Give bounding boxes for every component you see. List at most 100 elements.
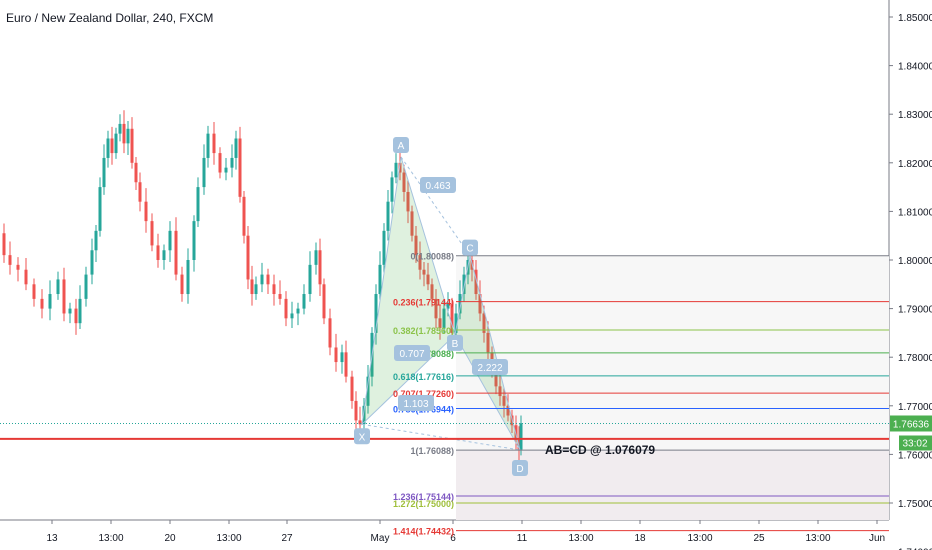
x-tick-label: 25 (753, 533, 765, 544)
candle-body (57, 279, 60, 294)
candle-body (157, 245, 160, 260)
candle-body (309, 265, 312, 294)
candle-body (163, 250, 166, 260)
candle-body (219, 153, 222, 172)
y-tick-label: 1.83000 (898, 110, 932, 121)
candle-body (329, 318, 332, 347)
candle-body (387, 202, 390, 231)
candle-body (17, 265, 20, 270)
y-tick-label: 1.76000 (898, 450, 932, 461)
candle-body (383, 231, 386, 265)
pattern-point-label: A (398, 141, 405, 152)
candle-body (95, 231, 98, 250)
candle-body (135, 163, 138, 182)
candle-body (213, 134, 216, 153)
candle-body (319, 250, 322, 284)
fib-level-label: 0(1.80088) (410, 252, 454, 262)
y-tick-label: 1.77000 (898, 402, 932, 413)
current-price-label: 1.76636 (893, 419, 930, 430)
candle-body (123, 124, 126, 143)
candle-body (297, 309, 300, 314)
x-tick-label: 13:00 (216, 533, 241, 544)
x-tick-label: 20 (164, 533, 176, 544)
candle-body (335, 347, 338, 362)
fib-level-label: 0.618(1.77616) (393, 372, 454, 382)
candle-body (187, 260, 190, 294)
candle-body (107, 139, 110, 158)
candle-body (111, 139, 114, 154)
candle-body (139, 182, 142, 201)
candle-body (9, 255, 12, 265)
pattern-point-label: D (516, 464, 523, 475)
candle-body (85, 275, 88, 299)
candle-body (115, 134, 118, 153)
candle-body (33, 284, 36, 299)
candle-body (243, 197, 246, 236)
candle-body (247, 236, 250, 280)
candle-body (395, 163, 398, 178)
candle-body (315, 250, 318, 265)
candle-body (255, 284, 258, 294)
candle-body (69, 309, 72, 314)
candle-body (175, 231, 178, 275)
candle-body (231, 158, 234, 168)
y-tick-label: 1.82000 (898, 159, 932, 170)
fib-level-label: 0.236(1.79144) (393, 298, 454, 308)
candle-body (207, 134, 210, 158)
candle-body (379, 265, 382, 294)
candle-body (75, 309, 78, 324)
candle-body (351, 377, 354, 401)
candle-body (203, 158, 206, 187)
candle-body (225, 168, 228, 173)
candle-body (151, 221, 154, 245)
x-tick-label: Jun (869, 533, 885, 544)
candle-body (279, 294, 282, 299)
candle-body (273, 284, 276, 294)
x-tick-label: May (371, 533, 390, 544)
x-tick-label: 13:00 (98, 533, 123, 544)
y-tick-label: 1.84000 (898, 62, 932, 73)
pattern-ratio-label: 1.103 (403, 399, 428, 410)
candle-body (520, 423, 523, 449)
candle-body (49, 294, 52, 309)
candle-body (355, 401, 358, 420)
candle-body (193, 221, 196, 260)
candle-body (239, 139, 242, 197)
candle-body (251, 279, 254, 294)
candle-body (131, 129, 134, 163)
y-tick-label: 1.81000 (898, 207, 932, 218)
candle-body (391, 177, 394, 201)
fib-level-label: 1(1.76088) (410, 446, 454, 456)
candle-body (3, 233, 6, 255)
y-tick-label: 1.80000 (898, 256, 932, 267)
candle-body (303, 294, 306, 309)
fib-level-label: 1.414(1.74432) (393, 527, 454, 537)
candle-body (181, 275, 184, 294)
candle-body (119, 124, 122, 134)
candle-body (291, 313, 294, 318)
candle-body (91, 250, 94, 274)
countdown-label: 33:02 (902, 438, 927, 449)
x-tick-label: 27 (281, 533, 293, 544)
y-tick-label: 1.85000 (898, 13, 932, 24)
candle-body (145, 202, 148, 221)
pattern-point-label: B (452, 339, 459, 350)
fib-level-label: 0.382(1.78560) (393, 326, 454, 336)
candle-body (235, 139, 238, 158)
pattern-point-label: C (466, 244, 473, 255)
y-tick-label: 1.78000 (898, 353, 932, 364)
pattern-point-label: X (359, 432, 366, 443)
candle-body (197, 187, 200, 221)
x-tick-label: 13:00 (568, 533, 593, 544)
pattern-projection-label: AB=CD @ 1.076079 (545, 443, 655, 457)
candle-body (79, 299, 82, 323)
candle-body (267, 275, 270, 285)
fib-level-label: 1.272(1.75000) (393, 499, 454, 509)
y-tick-label: 1.79000 (898, 305, 932, 316)
x-tick-label: 11 (517, 533, 528, 544)
candle-body (25, 270, 28, 285)
candle-body (127, 129, 130, 144)
y-tick-label: 1.75000 (898, 499, 932, 510)
candle-body (285, 299, 288, 318)
